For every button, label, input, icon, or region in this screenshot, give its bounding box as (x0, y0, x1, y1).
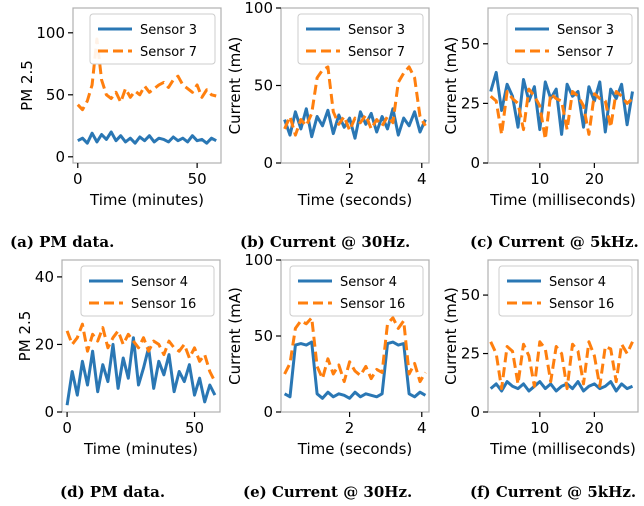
x-tick-label: 4 (417, 170, 427, 188)
plot-frame (72, 7, 222, 164)
x-axis-label: Time (minutes) (89, 191, 204, 209)
y-tick-label: 50 (461, 286, 480, 304)
y-axis-label: Current (mA) (226, 287, 244, 385)
x-axis-label: Time (milliseconds) (489, 191, 636, 209)
legend-box (80, 265, 215, 317)
legend: Sensor 3 Sensor 7 (506, 13, 633, 65)
series-line-sensor-3 (283, 107, 427, 140)
x-axis-label: Time (seconds) (297, 440, 413, 458)
x-tick-label: 2 (345, 419, 355, 437)
y-tick-label: 100 (244, 0, 273, 17)
x-tick-label: 50 (185, 419, 204, 437)
legend: Sensor 4 Sensor 16 (289, 265, 424, 317)
x-tick-label: 50 (188, 170, 207, 188)
series-line-sensor-3 (489, 70, 634, 136)
y-tick-label: 40 (35, 268, 54, 286)
legend-label: Sensor 16 (131, 297, 196, 312)
legend-box (289, 265, 424, 317)
x-tick-label: 2 (345, 170, 355, 188)
y-tick-label: 100 (36, 24, 65, 42)
series-line-sensor-16 (65, 322, 217, 383)
y-tick-label: 0 (470, 403, 480, 421)
panel-caption: (a) PM data. (10, 233, 114, 251)
legend-label: Sensor 3 (348, 23, 405, 38)
legend-label: Sensor 3 (140, 23, 197, 38)
y-axis-label: PM 2.5 (18, 60, 36, 111)
y-tick-label: 100 (244, 251, 273, 269)
legend-label: Sensor 4 (549, 275, 606, 290)
x-axis-label: Time (minutes) (83, 440, 198, 458)
y-tick-label: 50 (254, 327, 273, 345)
x-tick-label: 20 (585, 419, 604, 437)
chart-panel-6: 10 20 0 25 50 Time (milliseconds) Current (mA)… (442, 259, 639, 501)
plot-frame (487, 259, 639, 413)
legend-label: Sensor 4 (340, 275, 397, 290)
panel-caption: (f) Current @ 5kHz. (470, 483, 636, 501)
plot-frame (61, 259, 221, 413)
legend: Sensor 4 Sensor 16 (80, 265, 215, 317)
legend-label: Sensor 16 (340, 297, 405, 312)
panel-caption: (c) Current @ 5kHz. (470, 233, 639, 251)
series-line-sensor-16 (283, 316, 427, 384)
legend-label: Sensor 3 (557, 23, 614, 38)
panel-caption: (d) PM data. (60, 483, 165, 501)
y-tick-label: 25 (461, 94, 480, 112)
y-tick-label: 20 (35, 335, 54, 353)
x-tick-label: 10 (530, 419, 549, 437)
y-axis-label: Current (mA) (226, 37, 244, 135)
series-line-sensor-4 (65, 336, 217, 406)
y-tick-label: 50 (461, 35, 480, 53)
y-tick-label: 0 (470, 154, 480, 172)
y-tick-label: 50 (46, 86, 65, 104)
y-tick-label: 50 (254, 77, 273, 95)
legend-label: Sensor 16 (549, 297, 614, 312)
chart-panel-3: 10 20 0 25 50 Time (milliseconds) Current (mA)… (442, 7, 639, 251)
x-tick-label: 20 (585, 170, 604, 188)
legend: Sensor 4 Sensor 16 (498, 265, 633, 317)
panel-caption: (b) Current @ 30Hz. (240, 233, 410, 251)
legend: Sensor 3 Sensor 7 (297, 13, 424, 65)
series-line-sensor-16 (489, 340, 634, 391)
legend-label: Sensor 7 (348, 45, 405, 60)
chart-panel-2: 2 4 0 50 100 Time (seconds) Current (mA) Sensor… (226, 0, 430, 251)
y-tick-label: 0 (44, 403, 54, 421)
y-tick-label: 0 (55, 148, 65, 166)
x-tick-label: 4 (417, 419, 427, 437)
series-line-sensor-7 (76, 37, 217, 112)
panel-caption: (e) Current @ 30Hz. (243, 483, 412, 501)
y-axis-label: PM 2.5 (16, 311, 34, 362)
legend-label: Sensor 7 (557, 45, 614, 60)
x-axis-label: Time (seconds) (297, 191, 413, 209)
x-tick-label: 0 (73, 170, 83, 188)
y-axis-label: Current (mA) (442, 37, 460, 135)
x-axis-label: Time (milliseconds) (489, 440, 636, 458)
legend-label: Sensor 4 (131, 275, 188, 290)
series-line-sensor-7 (489, 87, 634, 141)
legend: Sensor 3 Sensor 7 (89, 13, 216, 65)
plot-frame (487, 7, 639, 164)
chart-panel-5: 2 4 0 50 100 Time (seconds) Current (mA) Sensor… (226, 251, 430, 501)
series-line-sensor-3 (77, 130, 217, 145)
y-tick-label: 0 (263, 403, 273, 421)
y-axis-label: Current (mA) (442, 287, 460, 385)
series-line-sensor-4 (489, 380, 634, 393)
x-tick-label: 10 (530, 170, 549, 188)
y-tick-label: 25 (461, 345, 480, 363)
x-tick-label: 0 (62, 419, 72, 437)
legend-box (498, 265, 633, 317)
series-line-sensor-4 (283, 340, 427, 400)
y-tick-label: 0 (263, 154, 273, 172)
series-line-sensor-7 (283, 65, 427, 137)
legend-label: Sensor 7 (140, 45, 197, 60)
